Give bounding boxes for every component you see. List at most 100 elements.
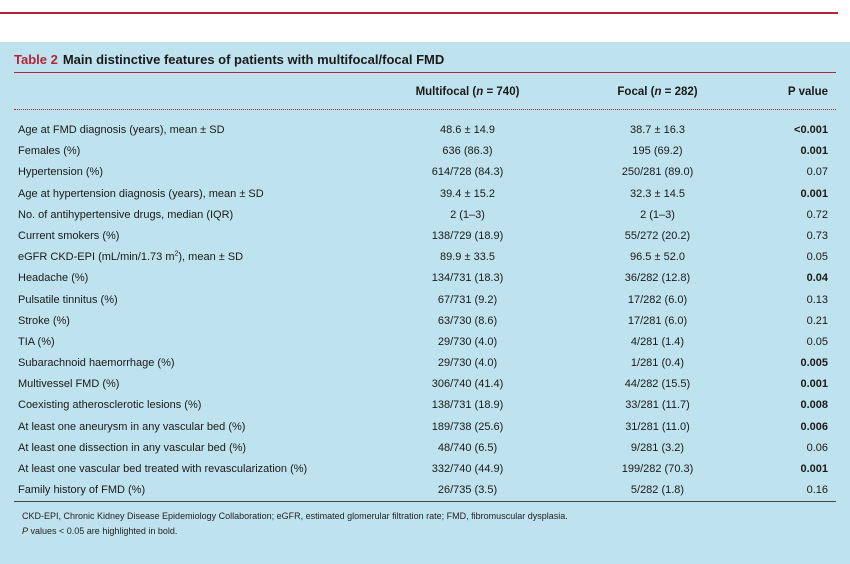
table-row: Family history of FMD (%) 26/735 (3.5) 5/2… bbox=[0, 480, 850, 501]
cell-focal: 250/281 (89.0) bbox=[621, 166, 694, 179]
cell-feature: TIA (%) bbox=[18, 335, 55, 348]
table-header-row: Multifocal (n = 740) Focal (n = 282) P v… bbox=[0, 86, 850, 104]
cell-focal: 36/282 (12.8) bbox=[624, 272, 691, 285]
cell-multifocal: 89.9 ± 33.5 bbox=[440, 251, 495, 264]
cell-focal: 96.5 ± 52.0 bbox=[630, 251, 685, 264]
cell-feature: Age at hypertension diagnosis (years), m… bbox=[18, 187, 264, 200]
cell-feature: Females (%) bbox=[18, 145, 81, 158]
cell-multifocal: 39.4 ± 15.2 bbox=[440, 187, 495, 200]
cell-multifocal: 63/730 (8.6) bbox=[437, 314, 498, 327]
cell-feature: eGFR CKD-EPI (mL/min/1.73 m2), mean ± SD bbox=[18, 250, 244, 264]
cell-multifocal: 2 (1–3) bbox=[450, 208, 485, 221]
cell-multifocal: 138/731 (18.9) bbox=[431, 399, 504, 412]
cell-p-value: 0.006 bbox=[800, 420, 828, 433]
table-row: Stroke (%) 63/730 (8.6) 17/281 (6.0) 0.21 bbox=[0, 311, 850, 332]
cell-focal: 1/281 (0.4) bbox=[630, 357, 685, 370]
cell-p-value: 0.04 bbox=[806, 272, 828, 285]
header-multifocal: Multifocal (n = 740) bbox=[415, 86, 520, 98]
table-body: Age at FMD diagnosis (years), mean ± SD 4… bbox=[0, 120, 850, 501]
cell-multifocal: 26/735 (3.5) bbox=[437, 484, 498, 497]
footnote-abbreviations: CKD-EPI, Chronic Kidney Disease Epidemio… bbox=[22, 511, 568, 521]
cell-multifocal: 29/730 (4.0) bbox=[437, 335, 498, 348]
cell-feature: Hypertension (%) bbox=[18, 166, 103, 179]
table-row: At least one vascular bed treated with r… bbox=[0, 459, 850, 480]
cell-multifocal: 138/729 (18.9) bbox=[431, 229, 504, 242]
table-bottom-rule bbox=[14, 501, 836, 502]
table-row: Females (%) 636 (86.3) 195 (69.2) 0.001 bbox=[0, 141, 850, 162]
table-number: Table 2 bbox=[14, 52, 58, 67]
cell-multifocal: 29/730 (4.0) bbox=[437, 357, 498, 370]
table-row: At least one aneurysm in any vascular be… bbox=[0, 417, 850, 438]
cell-focal: 17/282 (6.0) bbox=[627, 293, 688, 306]
cell-multifocal: 306/740 (41.4) bbox=[431, 378, 504, 391]
cell-p-value: 0.005 bbox=[800, 357, 828, 370]
cell-multifocal: 189/738 (25.6) bbox=[431, 420, 504, 433]
table-row: Subarachnoid haemorrhage (%) 29/730 (4.0)… bbox=[0, 353, 850, 374]
table-row: eGFR CKD-EPI (mL/min/1.73 m2), mean ± SD… bbox=[0, 247, 850, 268]
cell-focal: 55/272 (20.2) bbox=[624, 229, 691, 242]
table-row: No. of antihypertensive drugs, median (I… bbox=[0, 205, 850, 226]
table-row: At least one dissection in any vascular … bbox=[0, 438, 850, 459]
table-row: Coexisting atherosclerotic lesions (%) 13… bbox=[0, 395, 850, 416]
cell-p-value: 0.001 bbox=[800, 187, 828, 200]
cell-p-value: 0.001 bbox=[800, 145, 828, 158]
cell-feature: Stroke (%) bbox=[18, 314, 70, 327]
cell-multifocal: 48.6 ± 14.9 bbox=[440, 124, 495, 136]
cell-focal: 199/282 (70.3) bbox=[621, 463, 694, 475]
cell-multifocal: 636 (86.3) bbox=[442, 145, 493, 158]
cell-focal: 9/281 (3.2) bbox=[630, 441, 685, 454]
cell-p-value: 0.05 bbox=[806, 251, 828, 264]
cell-multifocal: 614/728 (84.3) bbox=[431, 166, 504, 179]
cell-multifocal: 332/740 (44.9) bbox=[431, 463, 504, 475]
cell-p-value: 0.001 bbox=[800, 378, 828, 391]
cell-feature: Subarachnoid haemorrhage (%) bbox=[18, 357, 175, 370]
cell-focal: 195 (69.2) bbox=[632, 145, 683, 158]
page-top-rule bbox=[0, 12, 838, 14]
cell-multifocal: 48/740 (6.5) bbox=[437, 441, 498, 454]
cell-focal: 17/281 (6.0) bbox=[627, 314, 688, 327]
cell-focal: 38.7 ± 16.3 bbox=[630, 124, 685, 136]
cell-feature: Pulsatile tinnitus (%) bbox=[18, 293, 118, 306]
cell-p-value: 0.001 bbox=[800, 463, 828, 475]
cell-p-value: 0.07 bbox=[806, 166, 828, 179]
table-caption: Table 2 Main distinctive features of pati… bbox=[14, 52, 444, 67]
cell-p-value: 0.008 bbox=[800, 399, 828, 412]
table-row: Current smokers (%) 138/729 (18.9) 55/272 … bbox=[0, 226, 850, 247]
cell-p-value: 0.21 bbox=[806, 314, 828, 327]
header-dotted-rule bbox=[14, 109, 836, 110]
cell-focal: 2 (1–3) bbox=[640, 208, 675, 221]
table-row: Age at hypertension diagnosis (years), m… bbox=[0, 184, 850, 205]
cell-feature: No. of antihypertensive drugs, median (I… bbox=[18, 208, 234, 221]
table-row: Multivessel FMD (%) 306/740 (41.4) 44/282 … bbox=[0, 374, 850, 395]
table-row: Age at FMD diagnosis (years), mean ± SD 4… bbox=[0, 120, 850, 141]
cell-focal: 4/281 (1.4) bbox=[630, 335, 685, 348]
cell-p-value: 0.73 bbox=[806, 229, 828, 242]
cell-feature: Coexisting atherosclerotic lesions (%) bbox=[18, 399, 202, 412]
cell-feature: At least one vascular bed treated with r… bbox=[18, 463, 308, 475]
header-focal: Focal (n = 282) bbox=[617, 86, 698, 98]
cell-feature: Headache (%) bbox=[18, 272, 89, 285]
cell-focal: 5/282 (1.8) bbox=[630, 484, 685, 497]
cell-focal: 32.3 ± 14.5 bbox=[630, 187, 685, 200]
cell-p-value: 0.06 bbox=[806, 441, 828, 454]
cell-feature: Current smokers (%) bbox=[18, 229, 120, 242]
header-rule bbox=[14, 72, 836, 73]
cell-p-value: 0.05 bbox=[806, 335, 828, 348]
cell-multifocal: 134/731 (18.3) bbox=[431, 272, 504, 285]
cell-focal: 33/281 (11.7) bbox=[625, 399, 690, 412]
cell-p-value: 0.13 bbox=[806, 293, 828, 306]
table-row: Headache (%) 134/731 (18.3) 36/282 (12.8) 0… bbox=[0, 268, 850, 289]
cell-feature: Multivessel FMD (%) bbox=[18, 378, 120, 391]
table-row: TIA (%) 29/730 (4.0) 4/281 (1.4) 0.05 bbox=[0, 332, 850, 353]
cell-multifocal: 67/731 (9.2) bbox=[437, 293, 498, 306]
cell-p-value: <0.001 bbox=[794, 124, 828, 136]
cell-p-value: 0.72 bbox=[806, 208, 828, 221]
cell-focal: 31/281 (11.0) bbox=[625, 420, 690, 433]
table-title: Main distinctive features of patients wi… bbox=[62, 52, 445, 67]
cell-feature: Age at FMD diagnosis (years), mean ± SD bbox=[18, 124, 225, 136]
cell-feature: At least one dissection in any vascular … bbox=[18, 441, 247, 454]
table-panel: Table 2 Main distinctive features of pati… bbox=[0, 42, 850, 564]
cell-p-value: 0.16 bbox=[806, 484, 828, 497]
header-p-value: P value bbox=[787, 86, 828, 98]
table-row: Hypertension (%) 614/728 (84.3) 250/281 (8… bbox=[0, 162, 850, 183]
